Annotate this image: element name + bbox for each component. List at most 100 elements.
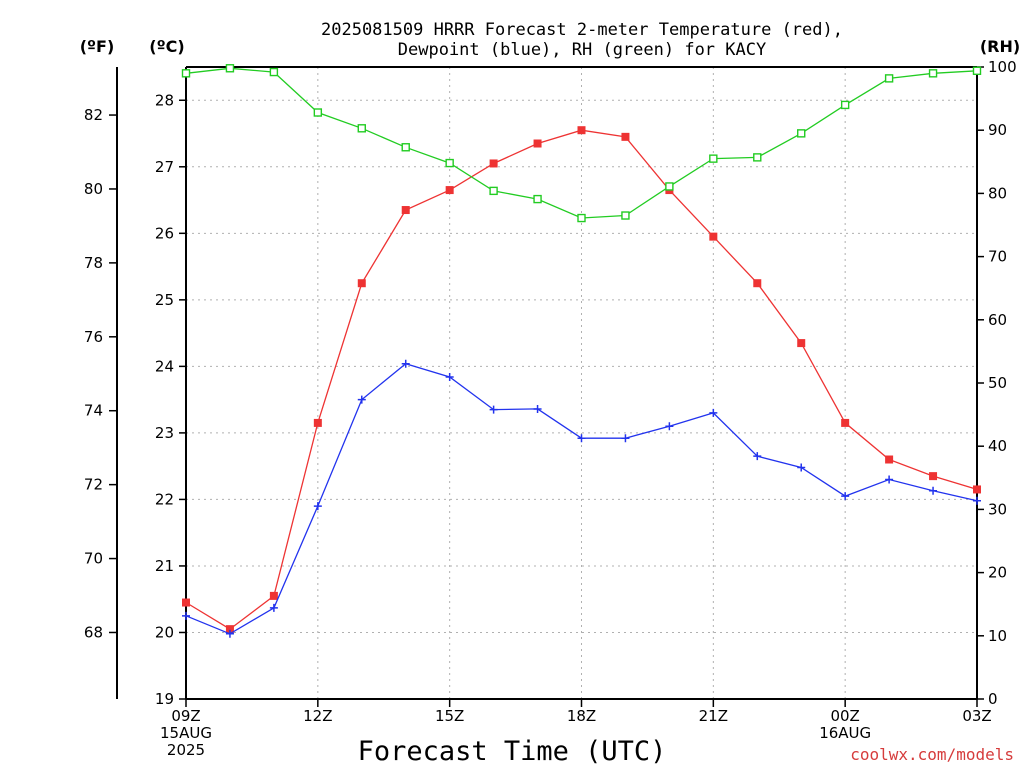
- fahrenheit-tick-label: 74: [84, 402, 103, 420]
- rh-tick-label: 0: [988, 690, 998, 708]
- dewpoint-point: [841, 492, 850, 501]
- x-tick-label: 00Z: [830, 707, 859, 725]
- rh-point: [181, 69, 191, 78]
- dewpoint-point: [577, 434, 586, 443]
- fahrenheit-tick-label: 70: [84, 550, 103, 568]
- temperature-point: [313, 418, 322, 427]
- dewpoint-point: [753, 452, 762, 461]
- fahrenheit-tick-label: 78: [84, 254, 103, 272]
- rh-point: [445, 158, 454, 168]
- dewpoint-point: [357, 395, 366, 404]
- celsius-tick-label: 19: [155, 690, 174, 708]
- rh-tick-label: 70: [988, 248, 1007, 266]
- dewpoint-point: [709, 408, 718, 417]
- x-tick-label: 16AUG: [819, 724, 871, 742]
- x-tick-label: 03Z: [962, 707, 991, 725]
- rh-point: [533, 194, 542, 204]
- x-tick-label: 21Z: [699, 707, 728, 725]
- x-tick-label: 09Z: [171, 707, 200, 725]
- rh-point: [709, 154, 718, 163]
- temperature-point: [225, 625, 234, 634]
- temperature-point: [401, 206, 410, 215]
- rh-point: [489, 186, 498, 196]
- rh-point: [928, 69, 938, 78]
- temperature-point: [841, 418, 850, 427]
- temperature-point: [797, 339, 806, 348]
- temperature-point: [577, 126, 586, 135]
- temperature-point: [753, 279, 762, 288]
- x-tick-label: 12Z: [303, 707, 332, 725]
- temperature-point: [182, 598, 190, 607]
- dewpoint-point: [929, 486, 938, 495]
- rh-tick-label: 80: [988, 184, 1007, 202]
- dewpoint-point: [225, 629, 234, 638]
- fahrenheit-unit-label: (ºF): [80, 37, 115, 56]
- dewpoint-point: [445, 373, 454, 382]
- rh-tick-label: 90: [988, 121, 1007, 139]
- celsius-tick-label: 23: [155, 424, 174, 442]
- rh-point: [313, 108, 323, 117]
- rh-point: [972, 66, 982, 75]
- grid-layer: [186, 67, 977, 699]
- temperature-point: [709, 232, 718, 241]
- celsius-tick-label: 25: [155, 291, 174, 309]
- rh-point: [577, 213, 586, 223]
- axes-layer: 68 70 72 74 76 78 80 82 19 20 21 22 23 24 25 26 27 28 0 10 2…: [84, 58, 1017, 759]
- celsius-tick-label: 24: [155, 357, 174, 375]
- dewpoint-point: [269, 603, 278, 612]
- celsius-tick-label: 22: [155, 490, 174, 508]
- celsius-tick-label: 20: [155, 623, 174, 641]
- temperature-point: [445, 186, 454, 195]
- dewpoint-point: [489, 405, 498, 414]
- fahrenheit-tick-label: 80: [84, 180, 103, 198]
- dewpoint-point: [885, 475, 894, 484]
- dewpoint-point: [665, 422, 674, 431]
- temperature-point: [929, 472, 938, 481]
- fahrenheit-tick-label: 82: [84, 106, 103, 124]
- celsius-tick-label: 27: [155, 158, 174, 176]
- rh-tick-label: 60: [988, 311, 1007, 329]
- series-layer: [181, 64, 982, 638]
- temperature-point: [621, 132, 630, 141]
- fahrenheit-tick-label: 76: [84, 328, 103, 346]
- celsius-tick-label: 26: [155, 224, 174, 242]
- rh-series-line: [185, 67, 978, 219]
- rh-point: [269, 67, 279, 77]
- temperature-point: [885, 455, 894, 464]
- x-tick-label: 2025: [167, 741, 205, 759]
- x-axis-title: Forecast Time (UTC): [358, 736, 667, 767]
- rh-point: [357, 124, 366, 133]
- rh-point: [665, 182, 674, 191]
- rh-tick-label: 20: [988, 564, 1007, 582]
- celsius-unit-label: (ºC): [149, 37, 184, 56]
- fahrenheit-tick-label: 72: [84, 476, 103, 494]
- rh-point: [401, 143, 410, 152]
- x-tick-label: 18Z: [567, 707, 596, 725]
- dewpoint-point: [621, 434, 630, 443]
- temperature-point: [533, 139, 542, 148]
- rh-tick-label: 30: [988, 500, 1007, 518]
- celsius-tick-label: 28: [155, 91, 174, 109]
- x-tick-label: 15AUG: [160, 724, 212, 742]
- rh-point: [797, 129, 806, 138]
- temperature-point: [357, 279, 366, 288]
- temperature-point: [973, 485, 981, 494]
- rh-tick-label: 40: [988, 437, 1007, 455]
- credit-label: coolwx.com/models: [850, 745, 1014, 764]
- fahrenheit-tick-label: 68: [84, 623, 103, 641]
- temperature-point: [489, 159, 498, 168]
- rh-point: [225, 64, 235, 73]
- dewpoint-point: [533, 404, 542, 413]
- rh-point: [840, 100, 850, 110]
- rh-tick-label: 10: [988, 627, 1007, 645]
- dewpoint-point: [797, 463, 806, 472]
- temperature-point: [269, 591, 278, 600]
- dewpoint-point: [313, 502, 322, 511]
- rh-tick-label: 100: [988, 58, 1017, 76]
- celsius-tick-label: 21: [155, 557, 174, 575]
- dewpoint-point: [182, 611, 190, 620]
- dewpoint-point: [973, 496, 981, 505]
- dewpoint-point: [401, 359, 410, 368]
